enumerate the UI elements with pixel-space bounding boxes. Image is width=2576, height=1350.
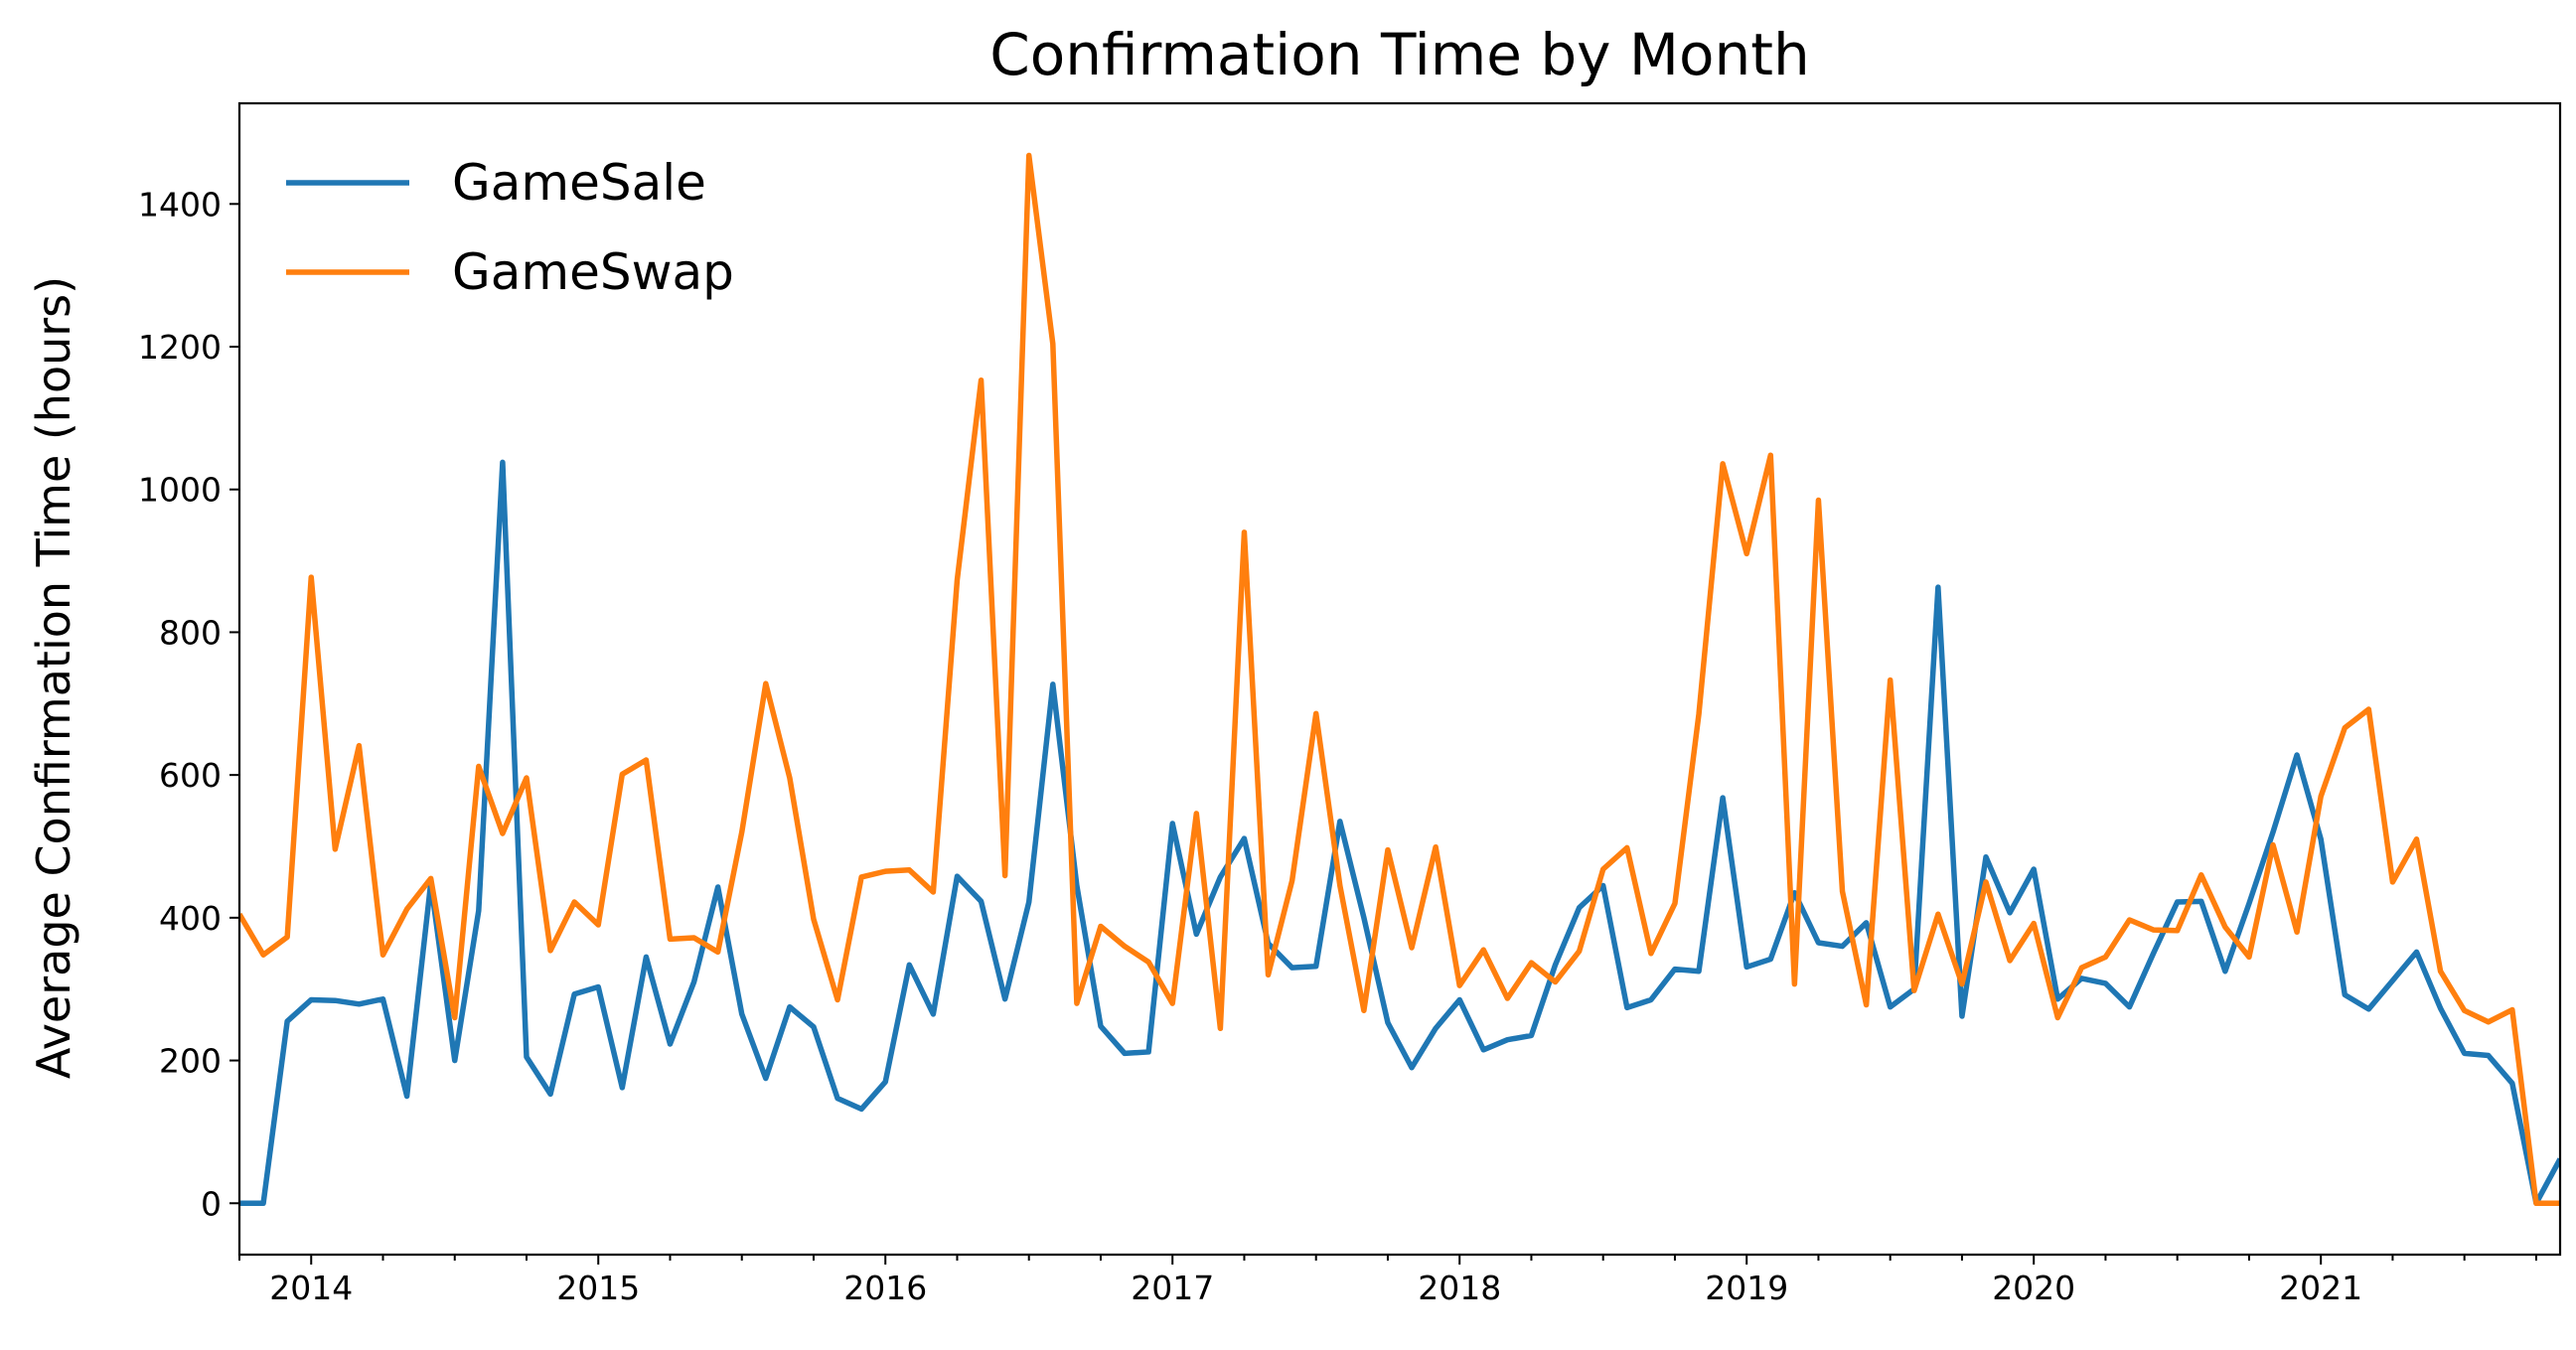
plot-frame: [237, 101, 2562, 1257]
x-tick-label: 2017: [1131, 1269, 1214, 1307]
y-tick-label: 600: [159, 756, 222, 795]
x-tick-label: 2020: [1992, 1269, 2075, 1307]
y-tick-label: 1200: [138, 328, 222, 367]
legend: GameSale GameSwap: [286, 154, 734, 301]
x-tick-label: 2015: [556, 1269, 640, 1307]
y-tick-label: 1000: [138, 471, 222, 510]
series-line-gameswap: [239, 152, 2560, 1207]
y-tick-label: 0: [201, 1184, 222, 1223]
y-axis-label: Average Confirmation Time (hours): [27, 276, 80, 1079]
x-tick-label: 2018: [1418, 1269, 1501, 1307]
series-line-gamesale: [239, 459, 2560, 1207]
ticks-layer: 0 200 400 600 800 1000 1200 1400 2014 2015 2016 201…: [138, 185, 2537, 1307]
x-tick-label: 2016: [843, 1269, 927, 1307]
y-tick-label: 200: [159, 1042, 222, 1081]
y-tick-label: 1400: [138, 185, 222, 224]
y-tick-label: 400: [159, 899, 222, 938]
legend-label-gamesale: GameSale: [452, 154, 706, 212]
y-tick-label: 800: [159, 613, 222, 652]
chart-title: Confirmation Time by Month: [989, 21, 1809, 88]
x-tick-label: 2021: [2279, 1269, 2362, 1307]
x-tick-label: 2014: [269, 1269, 353, 1307]
legend-label-gameswap: GameSwap: [452, 243, 734, 301]
series-layer: [239, 152, 2560, 1207]
x-tick-label: 2019: [1705, 1269, 1788, 1307]
